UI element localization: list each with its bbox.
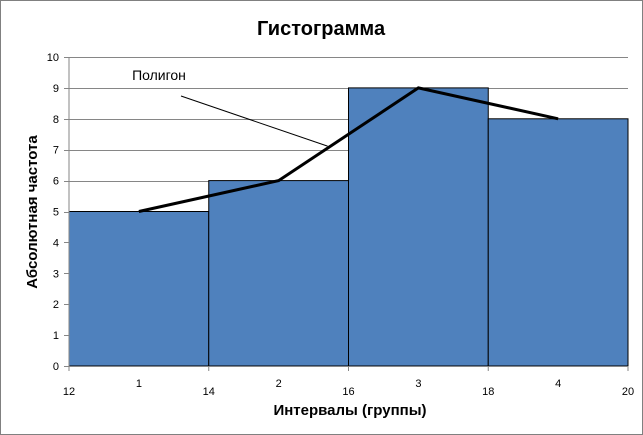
histogram-bar: [208, 180, 349, 367]
x-boundary-label: 14: [203, 386, 215, 398]
y-tick-labels: 0 1 2 3 4 5 6 7 8 9 10: [47, 52, 59, 373]
y-tick-label: 2: [53, 299, 59, 311]
x-axis-title: Интервалы (группы): [273, 402, 426, 419]
x-category-label: 3: [415, 378, 421, 390]
x-boundary-label: 18: [482, 386, 494, 398]
polygon-label: Полигон: [132, 67, 186, 83]
y-axis-title: Абсолютная частота: [24, 135, 41, 289]
bars: [68, 87, 629, 367]
polygon-leader-line: [180, 95, 328, 147]
histogram-bar: [487, 118, 629, 367]
y-tick-label: 4: [53, 237, 59, 249]
chart-title: Гистограмма: [257, 18, 386, 40]
y-tick-label: 10: [47, 52, 59, 64]
histogram-bar: [348, 87, 489, 367]
x-boundary-label: 16: [342, 386, 354, 398]
x-tick-labels: 12 14 16 18 201 2 3 4: [63, 378, 634, 398]
y-tick-label: 6: [53, 176, 59, 188]
y-tick-label: 0: [53, 361, 59, 373]
y-tick-label: 1: [53, 330, 59, 342]
axes: [64, 57, 629, 371]
y-tick-label: 9: [53, 83, 59, 95]
x-boundary-label: 20: [622, 386, 634, 398]
y-tick-label: 5: [53, 207, 59, 219]
histogram-bar: [68, 211, 210, 367]
frequency-polygon: Полигон: [132, 67, 559, 213]
x-boundary-label: 12: [63, 386, 75, 398]
y-tick-label: 3: [53, 268, 59, 280]
x-category-label: 1: [136, 378, 142, 390]
x-category-label: 4: [555, 378, 561, 390]
polygon-line: [138, 86, 559, 213]
y-tick-label: 8: [53, 114, 59, 126]
y-tick-label: 7: [53, 145, 59, 157]
x-category-label: 2: [276, 378, 282, 390]
